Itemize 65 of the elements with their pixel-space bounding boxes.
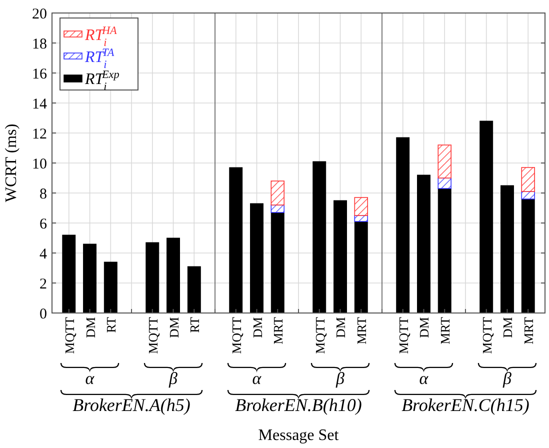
bar (83, 244, 96, 314)
text: α (419, 369, 430, 388)
text: BrokerEN.B(h10) (235, 395, 362, 415)
y-tick-label: 0 (40, 306, 47, 322)
x-tick-label: MQTT (312, 316, 328, 354)
bar (354, 197, 368, 216)
x-tick-label: DM (500, 316, 516, 338)
bar (396, 137, 410, 314)
text: BrokerEN.C(h15) (402, 395, 530, 415)
bar (438, 178, 452, 189)
bar (250, 203, 264, 314)
text: α (252, 369, 262, 388)
x-tick-label: MQTT (62, 316, 77, 354)
bar (417, 174, 430, 314)
y-tick-label: 12 (32, 126, 47, 142)
x-tick-label: RT (104, 316, 119, 333)
x-tick-label: DM (250, 316, 265, 338)
y-tick-label: 2 (40, 276, 47, 292)
y-tick-label: 20 (32, 6, 47, 22)
bar (480, 120, 494, 314)
bar (166, 238, 180, 314)
bar (312, 161, 326, 314)
bar (270, 180, 284, 206)
x-tick-label: RT (187, 316, 202, 333)
x-tick-label: MRT (438, 316, 453, 344)
bar (521, 167, 535, 192)
text: β (335, 369, 346, 388)
y-tick-label: 8 (40, 186, 47, 202)
bar (104, 262, 118, 314)
bar (354, 215, 368, 222)
bar (354, 221, 368, 314)
x-tick-label: MRT (354, 316, 370, 344)
x-tick-label: MRT (270, 316, 286, 344)
x-tick-label: MQTT (479, 316, 494, 354)
x-tick-label: DM (333, 316, 348, 338)
y-tick-label: 10 (32, 156, 47, 172)
y-tick-label: 6 (40, 216, 48, 232)
y-tick-label: 16 (32, 66, 48, 82)
y-tick-label: 14 (32, 96, 48, 112)
bar (521, 191, 535, 200)
bar (438, 144, 452, 178)
text: α (85, 369, 96, 388)
bar (500, 185, 514, 314)
bar (334, 200, 347, 314)
bar (229, 167, 243, 314)
x-tick-label: DM (416, 316, 432, 338)
y-axis-title: WCRT (ms) (3, 124, 20, 202)
y-tick-label: 4 (40, 246, 48, 262)
y-tick-label: 18 (32, 36, 47, 52)
bar (270, 212, 284, 314)
bar (62, 234, 76, 314)
x-axis-title: Message Set (258, 427, 340, 444)
x-tick-label: MQTT (145, 316, 160, 354)
bar (146, 242, 160, 314)
text: β (168, 369, 178, 388)
x-tick-label: MRT (521, 316, 536, 344)
text: BrokerEN.A(h5) (72, 395, 190, 415)
bar (521, 198, 535, 314)
x-tick-label: MQTT (228, 316, 244, 354)
text: β (502, 369, 512, 388)
bar (187, 266, 201, 314)
bar (438, 188, 452, 314)
x-tick-label: DM (82, 316, 98, 338)
x-tick-label: DM (166, 316, 182, 338)
x-tick-label: MQTT (396, 316, 411, 354)
